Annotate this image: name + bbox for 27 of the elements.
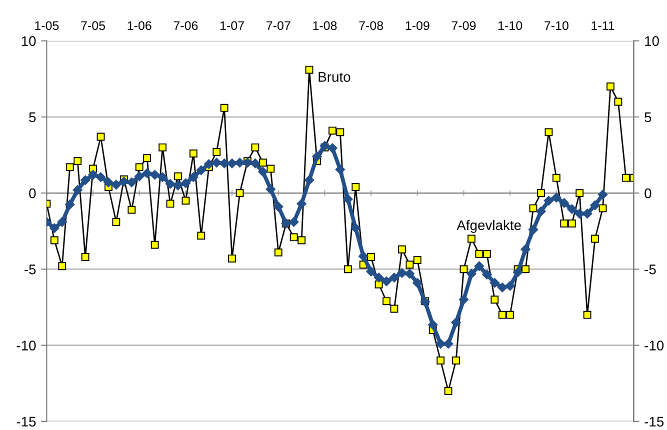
y2-tick-label: 0 — [644, 188, 652, 198]
x-tick-label: 1-06 — [128, 21, 152, 30]
y2-tick-label: 10 — [645, 36, 659, 46]
x-tick-label: 1-09 — [406, 21, 430, 30]
x-tick-label: 1-08 — [313, 21, 337, 30]
x-tick-label: 1-07 — [220, 21, 244, 30]
y-tick-label: -5 — [24, 264, 36, 274]
series-label: Bruto — [318, 72, 350, 82]
x-tick-label: 7-06 — [174, 21, 198, 30]
x-tick-label: 1-10 — [498, 21, 522, 30]
y-tick-label: -15 — [16, 416, 36, 427]
x-tick-label: 1-05 — [35, 21, 59, 30]
y2-tick-label: -5 — [644, 264, 656, 274]
y-tick-label: 10 — [22, 36, 36, 46]
series-label: Afgevlakte — [456, 220, 521, 233]
x-tick-label: 7-08 — [359, 21, 384, 30]
x-tick-label: 7-10 — [544, 21, 568, 30]
y2-tick-label: 5 — [644, 112, 652, 122]
y-tick-label: -10 — [16, 340, 36, 350]
x-tick-label: 7-07 — [266, 21, 290, 30]
y-tick-label: 0 — [29, 188, 36, 198]
x-tick-label: 1-11 — [592, 21, 614, 30]
y-tick-label: 5 — [29, 112, 36, 122]
x-tick-label: 7-05 — [81, 21, 106, 30]
y2-tick-label: -10 — [644, 340, 664, 350]
x-tick-label: 7-09 — [452, 21, 476, 30]
y2-tick-label: -15 — [644, 416, 664, 427]
